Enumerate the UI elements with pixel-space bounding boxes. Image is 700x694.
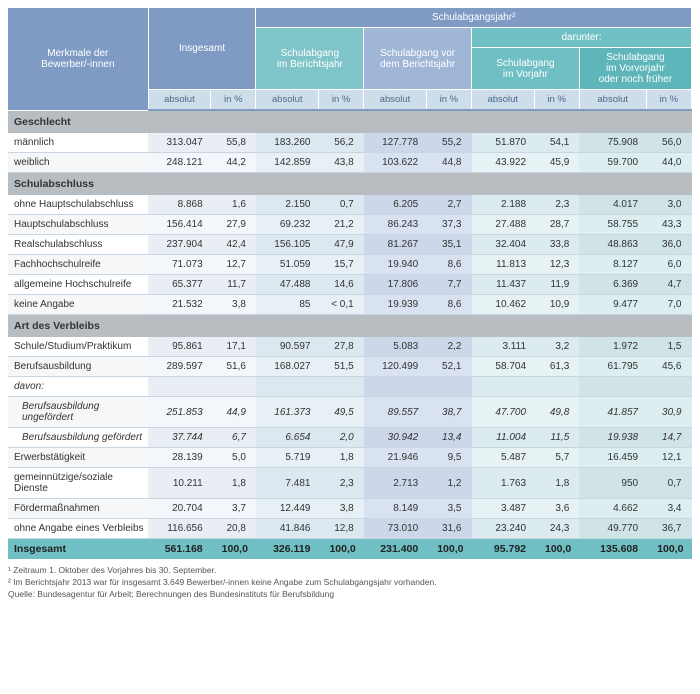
row-label: Berufsausbildung ungefördert <box>8 397 148 428</box>
table-row: Berufsausbildung gefördert37.7446,76.654… <box>8 428 692 448</box>
row-label: Fachhochschulreife <box>8 255 148 275</box>
data-table: Merkmale der Bewerber/-innen Insgesamt S… <box>8 8 692 559</box>
table-row: Erwerbstätigkeit28.1395,05.7191,821.9469… <box>8 448 692 468</box>
section-schulabschluss: Schulabschluss <box>8 173 692 196</box>
row-label: ohne Angabe eines Verbleibs <box>8 519 148 539</box>
row-label: ohne Hauptschulabschluss <box>8 195 148 215</box>
footnote-1: ¹ Zeitraum 1. Oktober des Vorjahres bis … <box>8 565 692 577</box>
row-label: Hauptschulabschluss <box>8 215 148 235</box>
footnote-2: ² Im Berichtsjahr 2013 war für insgesamt… <box>8 577 692 589</box>
col-darunter: darunter: <box>472 28 692 48</box>
unit-absolut: absolut <box>148 90 211 111</box>
row-label: Berufsausbildung gefördert <box>8 428 148 448</box>
table-row: gemeinnützige/soziale Dienste10.2111,87.… <box>8 468 692 499</box>
table-row: weiblich248.12144,2142.85943,8103.62244,… <box>8 153 692 173</box>
row-label: Schule/Studium/Praktikum <box>8 337 148 357</box>
table-row: Berufsausbildung289.59751,6168.02751,512… <box>8 357 692 377</box>
col-im-berichtsjahr: Schulabgang im Berichtsjahr <box>256 28 364 90</box>
row-header: Merkmale der Bewerber/-innen <box>8 8 148 110</box>
table-row: männlich313.04755,8183.26056,2127.77855,… <box>8 133 692 153</box>
row-label: weiblich <box>8 153 148 173</box>
section-geschlecht: Geschlecht <box>8 110 692 133</box>
table-row: davon: <box>8 377 692 397</box>
row-label: männlich <box>8 133 148 153</box>
row-label: davon: <box>8 377 148 397</box>
table-row: Hauptschulabschluss156.41427,969.23221,2… <box>8 215 692 235</box>
row-label: gemeinnützige/soziale Dienste <box>8 468 148 499</box>
col-im-vorjahr: Schulabgang im Vorjahr <box>472 48 580 90</box>
table-row: allgemeine Hochschulreife65.37711,747.48… <box>8 275 692 295</box>
total-row: Insgesamt561.168100,0326.119100,0231.400… <box>8 539 692 560</box>
table-row: Fachhochschulreife71.07312,751.05915,719… <box>8 255 692 275</box>
source: Quelle: Bundesagentur für Arbeit; Berech… <box>8 589 692 601</box>
table-row: ohne Hauptschulabschluss8.8681,62.1500,7… <box>8 195 692 215</box>
section-verbleib: Art des Verbleibs <box>8 315 692 338</box>
row-label: allgemeine Hochschulreife <box>8 275 148 295</box>
row-label: Fördermaßnahmen <box>8 499 148 519</box>
table-row: Schule/Studium/Praktikum95.86117,190.597… <box>8 337 692 357</box>
col-vorvorjahr: Schulabgang im Vorvorjahr oder noch früh… <box>579 48 691 90</box>
table-row: Fördermaßnahmen20.7043,712.4493,88.1493,… <box>8 499 692 519</box>
table-row: keine Angabe21.5323,885< 0,119.9398,610.… <box>8 295 692 315</box>
row-label: Erwerbstätigkeit <box>8 448 148 468</box>
row-label: Realschulabschluss <box>8 235 148 255</box>
table-row: ohne Angabe eines Verbleibs116.65620,841… <box>8 519 692 539</box>
col-insgesamt: Insgesamt <box>148 8 256 90</box>
col-vor-berichtsjahr: Schulabgang vor dem Berichtsjahr <box>364 28 472 90</box>
footnotes: ¹ Zeitraum 1. Oktober des Vorjahres bis … <box>8 565 692 601</box>
unit-pct: in % <box>211 90 256 111</box>
table-row: Realschulabschluss237.90442,4156.10547,9… <box>8 235 692 255</box>
row-label: Berufsausbildung <box>8 357 148 377</box>
col-schulabgangsjahr: Schulabgangsjahr² <box>256 8 692 28</box>
row-label: keine Angabe <box>8 295 148 315</box>
table-row: Berufsausbildung ungefördert251.85344,91… <box>8 397 692 428</box>
